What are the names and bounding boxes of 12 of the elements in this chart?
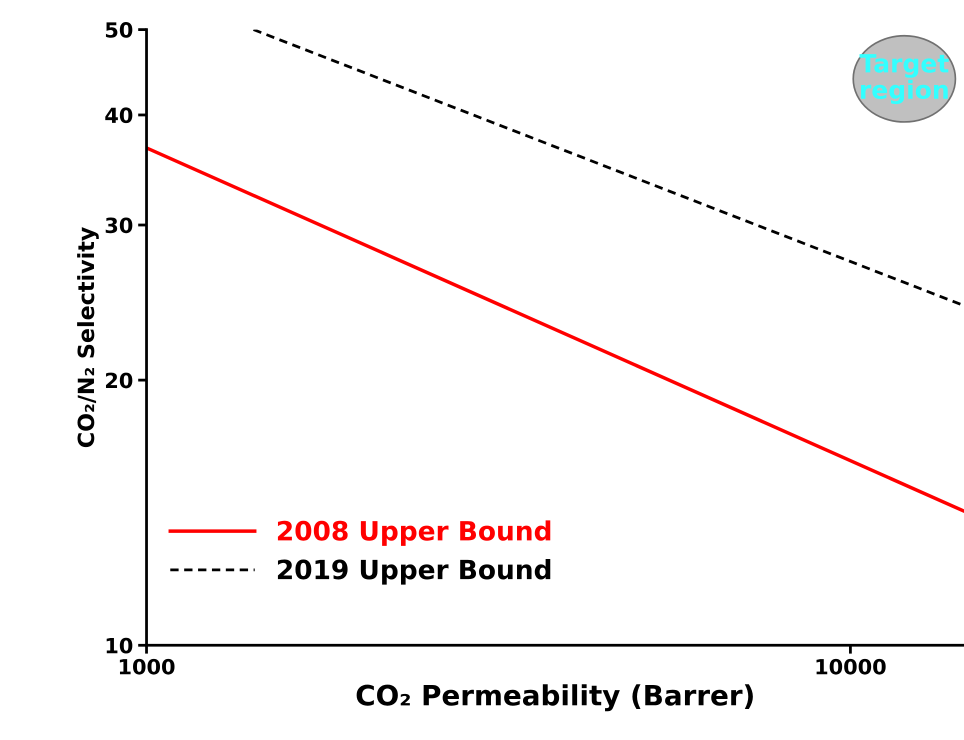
y-tick-label: 10 (106, 638, 132, 654)
y-tick-label: 40 (105, 107, 132, 124)
x-tick-label: 1000 (120, 658, 175, 675)
legend-label: 2019 Upper Bound (278, 559, 550, 585)
y-tick-label: 20 (106, 372, 132, 388)
x-axis-title: CO₂ Permeability (Barrer) (356, 684, 753, 712)
x-tick-label: 10000 (816, 658, 886, 675)
annotation: Target region (860, 54, 949, 104)
y-tick-label: 50 (106, 22, 132, 38)
y-tick-label: 30 (106, 217, 132, 234)
legend-label: 2008 Upper Bound (278, 520, 550, 546)
y-axis-title: CO₂/N₂ Selectivity (77, 227, 99, 448)
